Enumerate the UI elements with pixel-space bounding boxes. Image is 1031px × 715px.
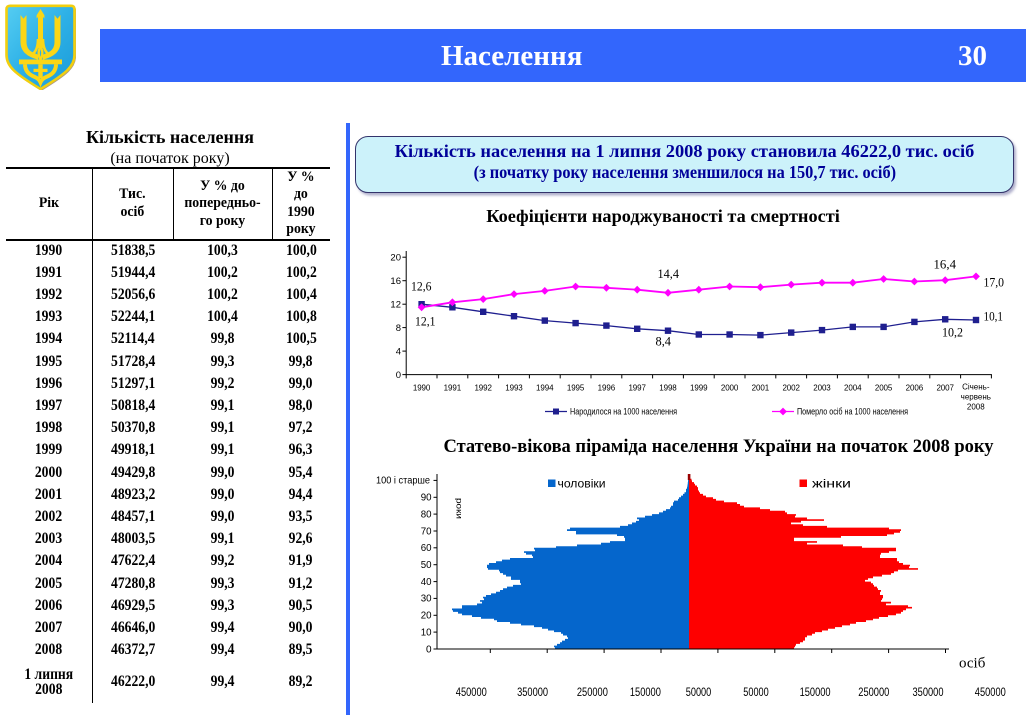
svg-text:450000: 450000 — [456, 685, 487, 699]
svg-text:1992: 1992 — [474, 384, 492, 393]
svg-text:20: 20 — [390, 252, 401, 263]
svg-text:1995: 1995 — [567, 384, 585, 393]
svg-text:20: 20 — [421, 611, 432, 622]
svg-text:8: 8 — [396, 323, 401, 334]
svg-text:1993: 1993 — [505, 384, 523, 393]
svg-text:2003: 2003 — [813, 384, 831, 393]
svg-text:60: 60 — [421, 543, 432, 554]
svg-text:14,4: 14,4 — [658, 266, 680, 281]
svg-text:Народилося на 1000 населення: Народилося на 1000 населення — [570, 407, 677, 417]
svg-text:10,2: 10,2 — [942, 325, 963, 340]
svg-text:150000: 150000 — [800, 685, 831, 699]
svg-text:роки: роки — [455, 498, 464, 519]
svg-text:10: 10 — [421, 627, 432, 638]
svg-text:1999: 1999 — [690, 384, 708, 393]
svg-text:80: 80 — [421, 509, 432, 520]
svg-text:1997: 1997 — [628, 384, 646, 393]
svg-text:1996: 1996 — [598, 384, 616, 393]
svg-text:0: 0 — [396, 370, 401, 381]
svg-text:350000: 350000 — [913, 685, 944, 699]
svg-text:12: 12 — [390, 299, 401, 310]
svg-text:2002: 2002 — [782, 384, 800, 393]
svg-text:2007: 2007 — [936, 384, 954, 393]
svg-text:50000: 50000 — [686, 685, 712, 699]
svg-text:Січень-: Січень- — [962, 383, 990, 392]
svg-text:0: 0 — [426, 644, 432, 655]
svg-text:350000: 350000 — [517, 685, 548, 699]
svg-text:100 і старше: 100 і старше — [376, 476, 430, 487]
svg-text:50000: 50000 — [743, 685, 769, 699]
svg-text:90: 90 — [421, 493, 432, 504]
svg-text:осіб: осіб — [959, 656, 986, 672]
svg-text:150000: 150000 — [630, 685, 661, 699]
svg-text:16,4: 16,4 — [934, 256, 957, 271]
svg-text:30: 30 — [421, 594, 432, 605]
svg-text:12,1: 12,1 — [415, 313, 436, 328]
svg-text:16: 16 — [390, 276, 401, 287]
svg-text:2006: 2006 — [906, 384, 924, 393]
svg-text:2008: 2008 — [967, 403, 985, 412]
svg-text:1991: 1991 — [444, 384, 462, 393]
svg-text:2005: 2005 — [875, 384, 893, 393]
svg-text:1990: 1990 — [413, 384, 431, 393]
svg-text:2001: 2001 — [752, 384, 770, 393]
svg-text:чоловіки: чоловіки — [558, 479, 606, 491]
svg-text:4: 4 — [396, 346, 401, 357]
svg-text:2004: 2004 — [844, 384, 862, 393]
svg-text:40: 40 — [421, 577, 432, 588]
svg-text:1998: 1998 — [659, 384, 677, 393]
svg-text:2000: 2000 — [721, 384, 739, 393]
svg-text:10,1: 10,1 — [984, 309, 1004, 324]
svg-text:Померло осіб на 1000 населення: Померло осіб на 1000 населення — [797, 407, 908, 417]
svg-text:12,6: 12,6 — [411, 278, 432, 293]
svg-text:17,0: 17,0 — [984, 275, 1005, 290]
svg-text:1994: 1994 — [536, 384, 554, 393]
svg-text:жінки: жінки — [812, 479, 851, 491]
svg-text:250000: 250000 — [577, 685, 608, 699]
svg-text:250000: 250000 — [858, 685, 889, 699]
svg-text:8,4: 8,4 — [656, 333, 672, 348]
svg-text:70: 70 — [421, 526, 432, 537]
svg-text:50: 50 — [421, 560, 432, 571]
svg-text:червень: червень — [961, 393, 991, 402]
svg-text:450000: 450000 — [975, 685, 1006, 699]
